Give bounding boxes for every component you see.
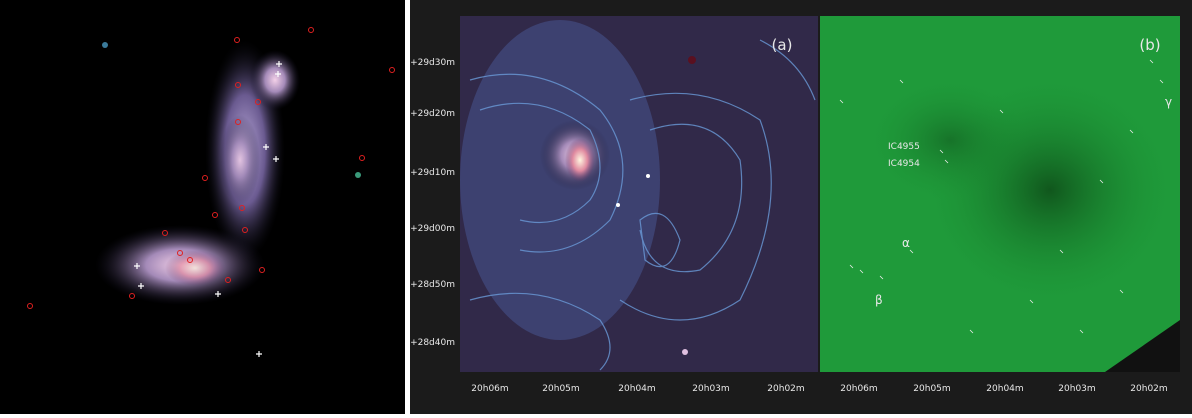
x-tick-label: 20h03m: [1058, 384, 1095, 394]
x-tick-label: 20h02m: [1130, 384, 1167, 394]
x-tick-label: 20h05m: [542, 384, 579, 394]
left-image: [0, 0, 405, 414]
x-tick-label: 20h05m: [913, 384, 950, 394]
y-tick-label: +29d00m: [410, 224, 455, 234]
x-tick-label: 20h03m: [692, 384, 729, 394]
panel-label: (b): [1139, 36, 1160, 54]
x-tick-label: 20h04m: [986, 384, 1023, 394]
y-tick-label: +29d20m: [410, 109, 455, 119]
page: +29d30m +29d20m +29d10m +29d00m +28d50m +28d4…: [0, 0, 1192, 414]
annotation: γ: [1165, 95, 1172, 109]
x-tick-label: 20h06m: [471, 384, 508, 394]
annotation: IC4954: [888, 159, 920, 169]
annotation: IC4955: [888, 142, 920, 152]
figure: +29d30m +29d20m +29d10m +29d00m +28d50m +28d4…: [0, 0, 1192, 414]
y-tick-label: +28d40m: [410, 338, 455, 348]
x-tick-label: 20h02m: [767, 384, 804, 394]
x-tick-label: 20h04m: [618, 384, 655, 394]
panel-a-image: [460, 16, 818, 372]
x-tick-label: 20h06m: [840, 384, 877, 394]
panel-label: (a): [772, 36, 793, 54]
y-tick-label: +28d50m: [410, 280, 455, 290]
annotation: α: [902, 236, 910, 250]
y-tick-label: +29d10m: [410, 168, 455, 178]
annotation: β: [875, 293, 883, 307]
panel-b-image: [820, 16, 1180, 372]
y-tick-label: +29d30m: [410, 58, 455, 68]
